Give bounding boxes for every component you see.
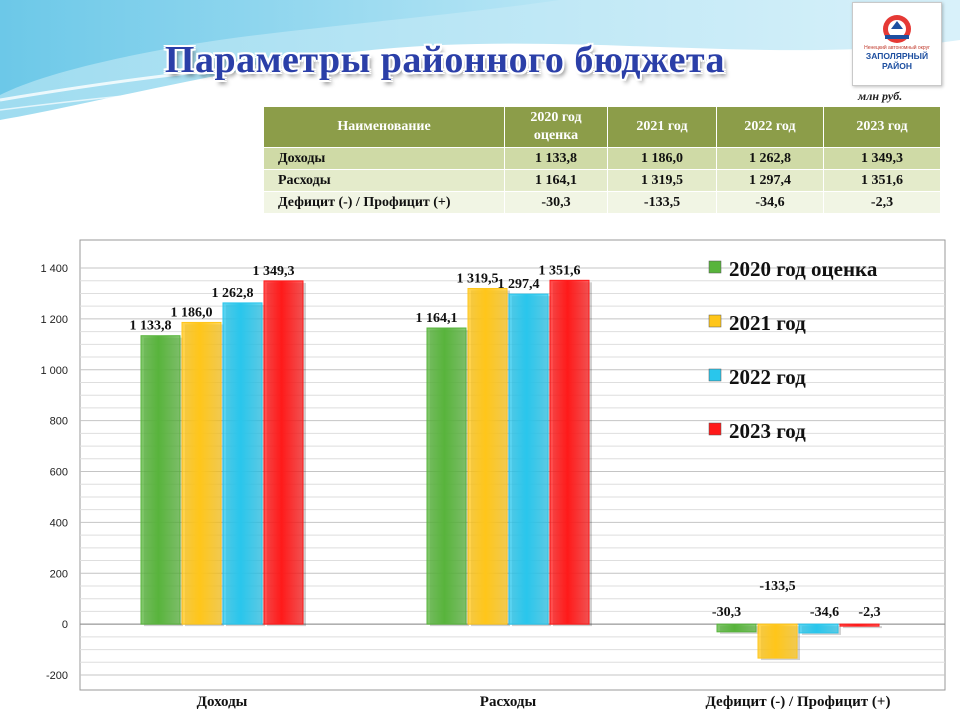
legend-entry: 2021 год	[729, 311, 806, 335]
emblem-icon	[883, 15, 911, 43]
legend-swatch	[708, 260, 722, 274]
table-header: 2021 год	[607, 106, 717, 148]
y-tick-label: 1 400	[40, 263, 68, 275]
bar	[716, 623, 757, 633]
bar	[426, 327, 467, 625]
y-tick-label: 800	[50, 416, 68, 428]
legend-swatch	[708, 314, 722, 328]
bar	[467, 287, 508, 625]
district-logo: Ненецкий автономный округ ЗАПОЛЯРНЫЙ РАЙ…	[852, 2, 942, 86]
data-label: 1 186,0	[171, 305, 213, 320]
data-label: -133,5	[759, 579, 795, 594]
bar	[757, 623, 798, 659]
table-cell: -2,3	[823, 191, 941, 214]
y-tick-label: 400	[50, 517, 68, 529]
y-tick-label: 1 000	[40, 365, 68, 377]
bar	[508, 293, 549, 625]
legend-entry: 2020 год оценка	[729, 257, 878, 281]
x-category-label: Расходы	[480, 694, 537, 710]
legend-entry: 2023 год	[729, 419, 806, 443]
table-header: 2020 год оценка	[504, 106, 608, 148]
data-label: 1 351,6	[539, 263, 581, 278]
unit-label: млн руб.	[858, 89, 903, 103]
logo-name-line2: РАЙОН	[882, 61, 912, 71]
table-cell: 1 186,0	[607, 147, 717, 170]
page-title: Параметры районного бюджета	[164, 39, 726, 81]
table-cell: 1 297,4	[716, 169, 824, 192]
data-label: -30,3	[712, 605, 741, 620]
legend-swatch	[708, 368, 722, 382]
bar-shadow	[843, 626, 882, 629]
logo-name-line1: ЗАПОЛЯРНЫЙ	[865, 51, 929, 61]
y-tick-label: 1 200	[40, 314, 68, 326]
data-label: 1 319,5	[457, 271, 499, 286]
table-cell: -133,5	[607, 191, 717, 214]
y-tick-label: 600	[50, 467, 68, 479]
logo-subtitle: Ненецкий автономный округ	[864, 45, 930, 51]
table-cell: 1 164,1	[504, 169, 608, 192]
data-label: 1 164,1	[416, 311, 458, 326]
bar	[181, 321, 222, 625]
data-label: -34,6	[810, 605, 839, 620]
data-label: -2,3	[858, 605, 880, 620]
bar	[798, 623, 839, 634]
y-tick-label: 0	[62, 619, 68, 631]
y-tick-label: 200	[50, 568, 68, 580]
data-label: 1 297,4	[498, 277, 540, 292]
table-cell: Расходы	[263, 169, 505, 192]
table-cell: -34,6	[716, 191, 824, 214]
table-cell: Дефицит (-) / Профицит (+)	[263, 191, 505, 214]
bar	[263, 280, 304, 625]
bar	[140, 335, 181, 625]
table-row: Расходы 1 164,1 1 319,5 1 297,4 1 351,6	[263, 169, 941, 192]
x-category-label: Доходы	[197, 694, 248, 710]
x-category-label: Дефицит (-) / Профицит (+)	[706, 694, 891, 710]
data-label: 1 262,8	[212, 286, 254, 301]
table-cell: 1 351,6	[823, 169, 941, 192]
y-tick-label: -200	[46, 670, 68, 682]
table-header: 2022 год	[716, 106, 824, 148]
table-row: Дефицит (-) / Профицит (+) -30,3 -133,5 …	[263, 191, 941, 214]
bar	[839, 623, 880, 627]
table-cell: -30,3	[504, 191, 608, 214]
budget-table: Наименование 2020 год оценка 2021 год 20…	[263, 106, 941, 214]
legend-swatch	[708, 422, 722, 436]
data-label: 1 349,3	[253, 264, 295, 279]
bar	[222, 302, 263, 625]
table-header: 2023 год	[823, 106, 941, 148]
table-cell: 1 262,8	[716, 147, 824, 170]
data-label: 1 133,8	[130, 319, 172, 334]
bar	[549, 279, 590, 625]
legend-entry: 2022 год	[729, 365, 806, 389]
